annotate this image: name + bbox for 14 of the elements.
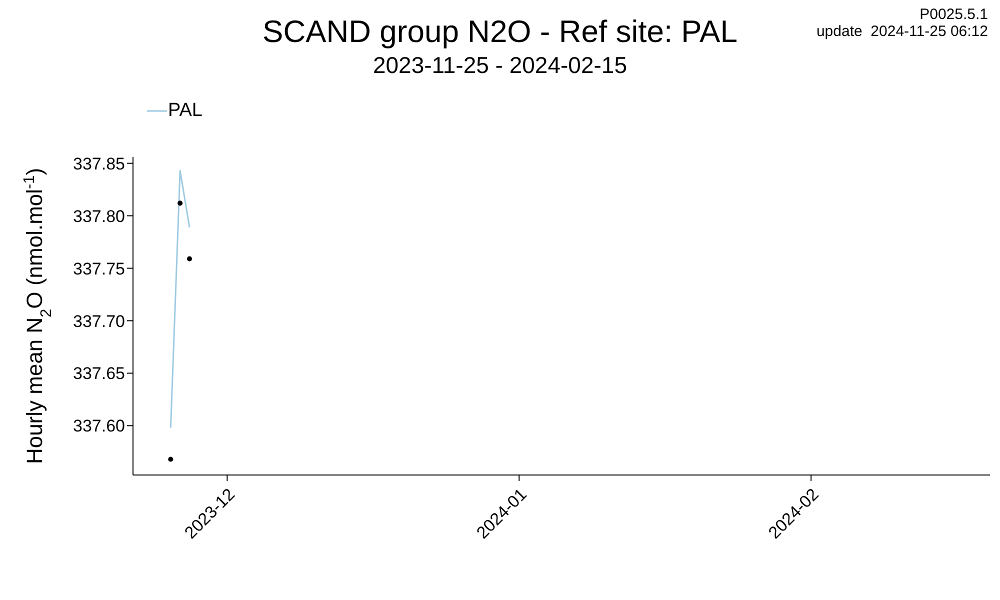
point	[178, 200, 183, 206]
y-tick-label: 337.85	[73, 154, 125, 174]
y-tick-label: 337.80	[73, 206, 125, 226]
y-tick-label: 337.65	[73, 364, 125, 384]
chart-title: SCAND group N2O - Ref site: PAL	[262, 14, 738, 49]
legend-label: PAL	[168, 100, 203, 122]
text: update 2024-11-25 06:12	[816, 23, 988, 40]
y-tick-label: 337.75	[73, 259, 125, 278]
point	[168, 456, 174, 462]
text: P0025.5.1	[918, 6, 988, 23]
y-tick-label: 337.60	[73, 416, 125, 436]
y-tick-label: 337.70	[73, 312, 125, 331]
point	[186, 256, 192, 262]
chart-subtitle: 2023-11-25 - 2024-02-15	[372, 52, 628, 79]
